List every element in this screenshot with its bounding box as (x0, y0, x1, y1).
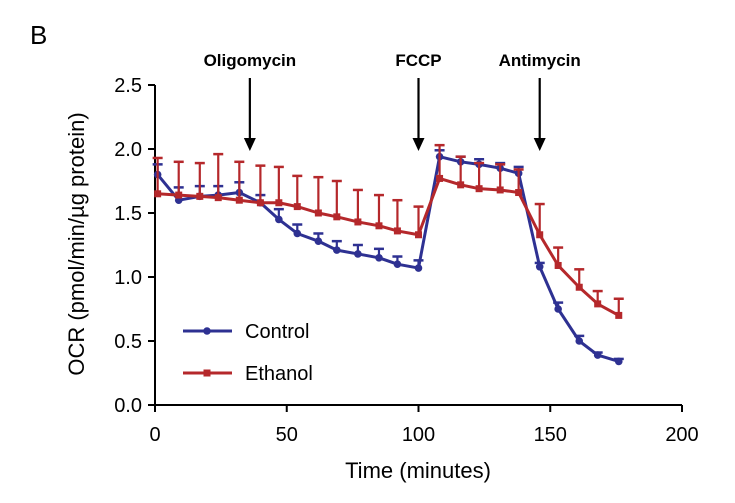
control-data-point (375, 253, 383, 262)
ethanol-series-line (157, 176, 620, 317)
ethanol-data-point (256, 199, 264, 207)
ethanol-data-point (536, 231, 544, 239)
control-data-point (593, 351, 602, 359)
ethanol-data-point (594, 300, 602, 308)
y-tick-label: 2.0 (114, 139, 142, 161)
control-data-point (414, 264, 423, 272)
x-tick-label: 50 (276, 424, 298, 446)
legend-ethanol-label: Ethanol (245, 363, 313, 385)
control-data-point (614, 357, 623, 366)
y-tick-label: 1.5 (114, 203, 142, 225)
ethanol-data-point (554, 261, 562, 269)
control-data-point (535, 262, 544, 271)
panel-letter: B (30, 20, 47, 50)
ethanol-data-point (196, 192, 204, 200)
control-data-point (275, 215, 283, 224)
control-data-point (575, 337, 584, 345)
legend-ethanol-marker (203, 369, 211, 377)
ethanol-data-point (515, 189, 523, 197)
annotation-arrowhead (533, 138, 546, 151)
x-tick-label: 200 (665, 424, 698, 446)
x-tick-label: 150 (534, 424, 567, 446)
y-tick-label: 0.0 (114, 395, 142, 417)
x-axis-title: Time (minutes) (345, 458, 491, 483)
y-axis-title: OCR (pmol/min/µg protein) (64, 112, 89, 375)
control-data-point (333, 246, 341, 254)
ethanol-data-point (235, 196, 243, 204)
y-tick-label: 1.0 (114, 267, 142, 289)
ethanol-data-point (375, 222, 383, 230)
annotation-arrowhead (243, 138, 256, 151)
legend-control-marker (203, 327, 211, 335)
legend-control-label: Control (245, 321, 309, 343)
control-data-point (354, 250, 362, 258)
ethanol-data-point (333, 213, 341, 221)
ethanol-data-point (415, 231, 422, 239)
ethanol-data-point (214, 194, 222, 202)
ethanol-data-point (293, 203, 301, 211)
ethanol-data-point (436, 174, 444, 182)
ethanol-data-point (496, 186, 504, 194)
ethanol-data-point (575, 283, 583, 291)
annotation-arrowhead (412, 138, 425, 151)
annotation-label: Antimycin (499, 51, 581, 70)
ethanol-data-point (154, 190, 162, 198)
ethanol-data-point (457, 181, 465, 189)
ethanol-data-point (314, 209, 322, 217)
control-data-point (393, 260, 402, 269)
plot-area: 0 50 100 150 200 0.0 0.5 1.0 1.5 2.0 2.5 Oligomycin… (114, 51, 699, 446)
x-tick-label: 100 (402, 424, 435, 446)
ethanol-data-point (475, 185, 483, 193)
annotation-label: FCCP (395, 51, 441, 70)
control-data-point (314, 237, 323, 245)
ethanol-data-point (393, 227, 401, 235)
y-tick-label: 2.5 (114, 75, 142, 97)
y-tick-label: 0.5 (114, 331, 142, 353)
x-tick-label: 0 (149, 424, 160, 446)
control-data-point (554, 305, 562, 313)
ethanol-data-point (175, 191, 183, 199)
annotation-label: Oligomycin (204, 51, 297, 70)
control-data-point (293, 229, 302, 238)
ethanol-data-point (615, 311, 623, 319)
ethanol-data-point (275, 199, 283, 207)
ethanol-data-point (354, 218, 362, 226)
